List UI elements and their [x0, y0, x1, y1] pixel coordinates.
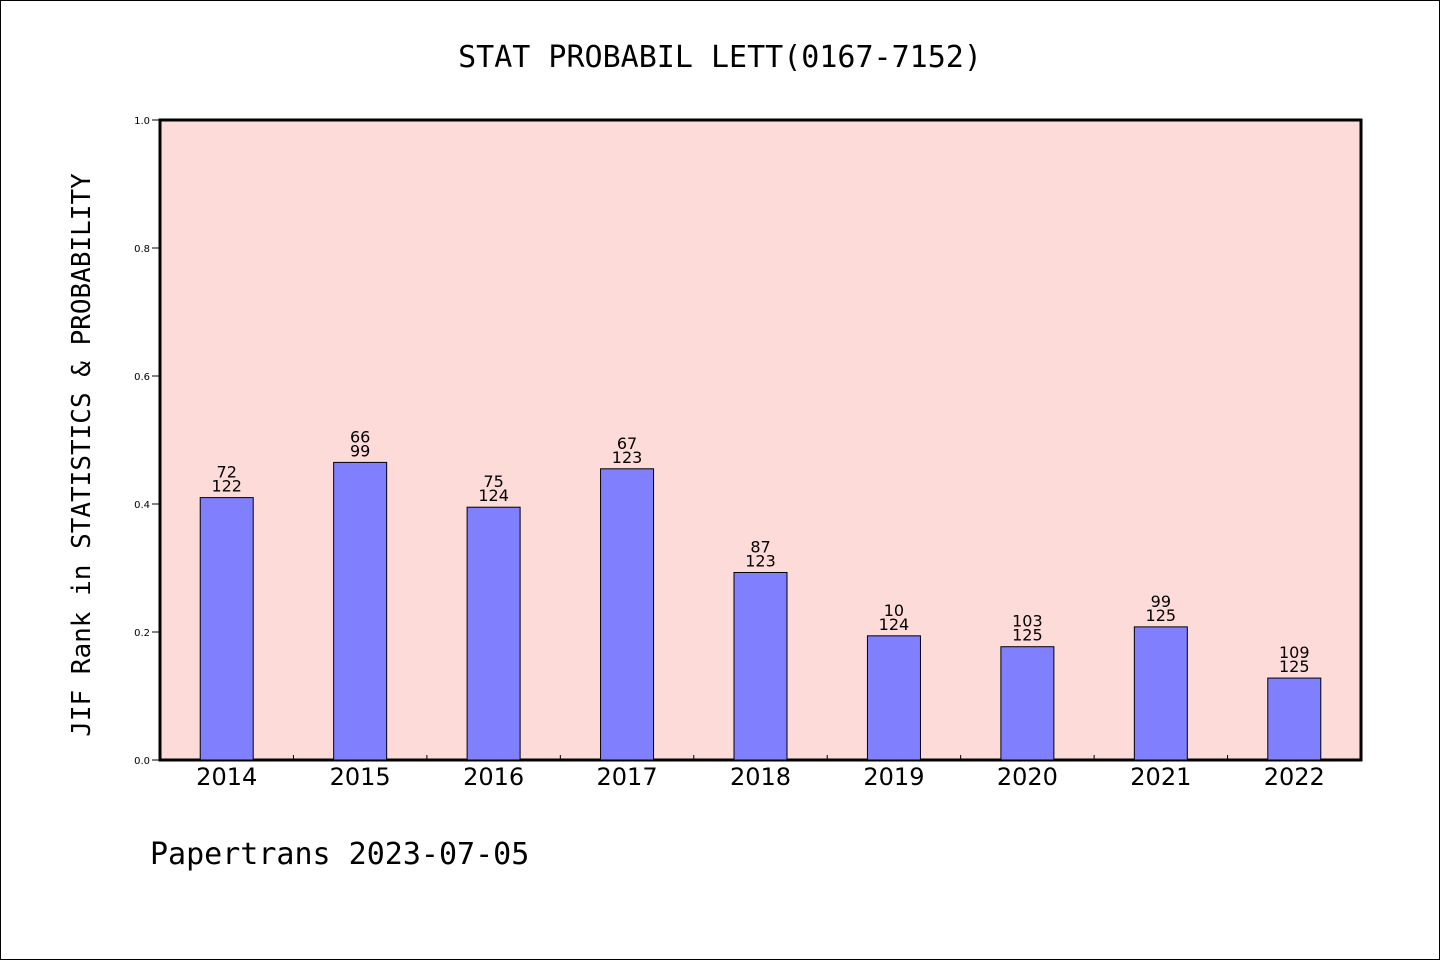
bar-rank-label: 66 — [350, 427, 370, 446]
bar — [866, 635, 921, 761]
x-tick-label: 2018 — [730, 763, 791, 791]
bar-total-label: 122 — [211, 477, 242, 496]
y-axis-label: JIF Rank in STATISTICS & PROBABILITY — [67, 173, 97, 737]
y-tick-label: 0.8 — [134, 244, 150, 255]
bar-rank-label: 109 — [1279, 643, 1310, 662]
x-tick-label: 2015 — [330, 763, 391, 791]
footer-text: Papertrans 2023-07-05 — [150, 837, 529, 872]
bar-rank-label: 99 — [1151, 592, 1171, 611]
bar — [733, 571, 788, 761]
y-tick-label: 0.2 — [134, 628, 150, 639]
bar — [199, 497, 254, 761]
bar — [600, 468, 655, 761]
bar — [333, 461, 388, 761]
x-tick-label: 2021 — [1130, 763, 1191, 791]
y-axis: 0.0 0.2 0.4 0.6 0.8 1.0 — [134, 116, 160, 767]
bar-rank-label: 75 — [483, 472, 503, 491]
bar-total-label: 99 — [350, 441, 370, 460]
bar-rank-label: 87 — [750, 537, 770, 556]
bar — [1267, 677, 1322, 761]
bar-rank-label: 72 — [217, 463, 237, 482]
bar-rank-label: 10 — [884, 601, 904, 620]
x-tick-label: 2014 — [196, 763, 257, 791]
y-tick-label: 0.6 — [134, 372, 150, 383]
bar-total-label: 123 — [745, 551, 776, 570]
x-tick-label: 2019 — [863, 763, 924, 791]
bar — [1133, 626, 1188, 761]
bar-total-label: 124 — [478, 486, 509, 505]
bar — [466, 506, 521, 761]
bar-total-label: 123 — [612, 448, 643, 467]
x-tick-label: 2022 — [1264, 763, 1325, 791]
bar-rank-label: 103 — [1012, 612, 1043, 631]
bar-total-label: 125 — [1012, 626, 1043, 645]
bar-total-label: 124 — [879, 615, 910, 634]
bar — [1000, 646, 1055, 761]
y-tick-label: 0.0 — [134, 756, 150, 767]
x-tick-label: 2016 — [463, 763, 524, 791]
bar-rank-label: 67 — [617, 434, 637, 453]
x-tick-label: 2017 — [597, 763, 658, 791]
x-axis: 2014 2015 2016 2017 2018 2019 2020 2021 2022 — [196, 755, 1325, 791]
y-tick-label: 1.0 — [134, 116, 150, 127]
chart-title: STAT PROBABIL LETT(0167-7152) — [458, 40, 982, 75]
y-tick-label: 0.4 — [134, 500, 150, 511]
x-tick-label: 2020 — [997, 763, 1058, 791]
bar-total-label: 125 — [1146, 606, 1177, 625]
bar-total-label: 125 — [1279, 657, 1310, 676]
